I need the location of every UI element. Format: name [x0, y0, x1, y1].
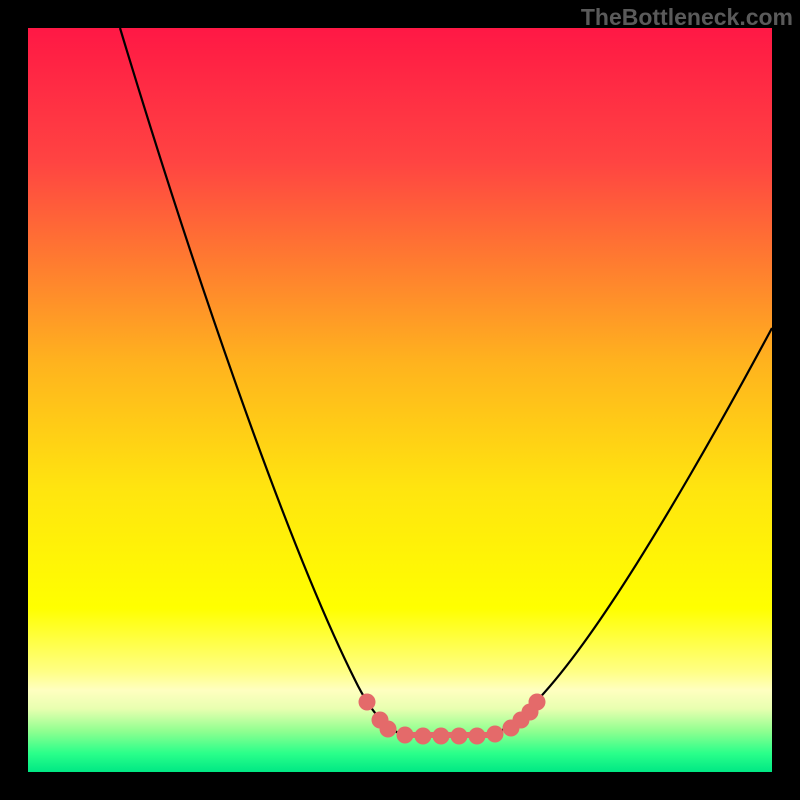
- marker-dot: [415, 728, 432, 745]
- marker-dot: [397, 727, 414, 744]
- marker-dot: [451, 728, 468, 745]
- marker-dot: [469, 728, 486, 745]
- marker-dot: [487, 726, 504, 743]
- marker-dot: [359, 694, 376, 711]
- marker-dot: [433, 728, 450, 745]
- watermark: TheBottleneck.com: [581, 4, 793, 31]
- gradient-background: [28, 28, 772, 772]
- marker-dot: [380, 721, 397, 738]
- bottleneck-chart: [0, 0, 800, 800]
- marker-dot: [529, 694, 546, 711]
